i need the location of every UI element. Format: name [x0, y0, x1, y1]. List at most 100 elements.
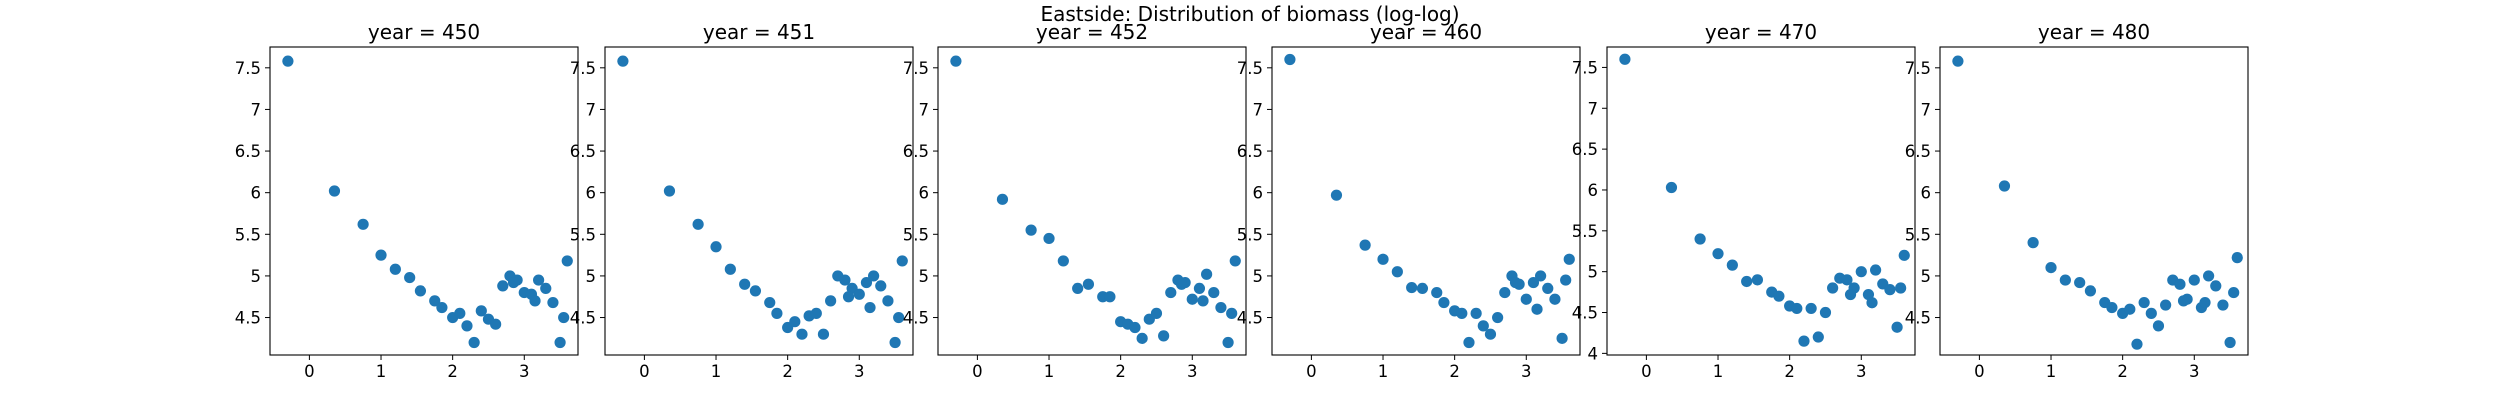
data-point — [1520, 293, 1532, 305]
x-tick-label: 0 — [304, 362, 315, 381]
data-point — [554, 336, 566, 349]
data-point — [771, 307, 783, 319]
data-point — [1870, 264, 1882, 276]
data-point — [739, 278, 751, 290]
data-point — [2131, 338, 2143, 350]
y-tick-label: 6 — [1253, 184, 1264, 203]
data-point — [282, 55, 294, 67]
x-tick-label: 0 — [1306, 362, 1317, 381]
x-tick-label: 1 — [376, 362, 387, 381]
data-point — [1805, 302, 1817, 315]
data-point — [839, 274, 851, 286]
data-point — [1827, 282, 1839, 294]
data-point — [357, 218, 369, 230]
x-tick-label: 2 — [1784, 362, 1795, 381]
x-tick-label: 1 — [711, 362, 722, 381]
data-point — [663, 185, 676, 197]
x-tick-label: 3 — [1856, 362, 1867, 381]
panels: year = 450 0 1 2 3 4.5 5 5.5 6 6.5 7 7.5 year = 451 0… — [235, 20, 2249, 381]
data-point — [1082, 278, 1095, 290]
data-point — [1535, 270, 1547, 282]
x-tick-label: 3 — [519, 362, 530, 381]
axes-frame — [269, 46, 579, 356]
data-point — [868, 270, 880, 282]
axes-frame — [604, 46, 914, 356]
x-tick-label: 3 — [1521, 362, 1532, 381]
x-tick-label: 1 — [1713, 362, 1724, 381]
data-point — [507, 276, 520, 289]
data-point — [490, 318, 502, 330]
y-tick-label: 7.5 — [235, 59, 261, 78]
data-point — [692, 218, 704, 230]
data-point — [1531, 303, 1543, 315]
panel-title: year = 452 — [1036, 20, 1148, 44]
data-point — [1226, 307, 1238, 319]
data-point — [1136, 332, 1148, 344]
x-tick-label: 2 — [1115, 362, 1126, 381]
y-tick-label: 4.5 — [1905, 309, 1931, 328]
data-point — [533, 274, 545, 286]
data-point — [2152, 320, 2165, 332]
data-point — [429, 295, 441, 307]
data-point — [1416, 282, 1429, 295]
data-point — [1229, 255, 1241, 267]
data-point — [1542, 282, 1554, 295]
data-point — [1841, 274, 1853, 286]
data-point — [1284, 53, 1296, 66]
axes-frame — [1939, 46, 2249, 356]
data-point — [2138, 296, 2150, 309]
data-point — [1197, 295, 1209, 307]
data-point — [1158, 330, 1170, 342]
y-tick-label: 7.5 — [1237, 59, 1263, 78]
data-point — [1222, 336, 1234, 349]
data-point — [1025, 224, 1037, 236]
data-point — [842, 291, 855, 303]
data-point — [1751, 274, 1764, 286]
x-tick-label: 2 — [782, 362, 793, 381]
y-tick-label: 6 — [586, 184, 597, 203]
data-point — [893, 311, 905, 324]
data-point — [1438, 296, 1450, 309]
data-point — [1391, 266, 1403, 278]
data-point — [328, 185, 341, 197]
data-point — [1812, 331, 1824, 343]
data-point — [404, 271, 416, 284]
data-point — [1201, 268, 1213, 280]
data-point — [1463, 336, 1475, 349]
data-point — [1165, 286, 1177, 299]
y-tick-label: 5 — [251, 267, 262, 286]
data-point — [2124, 303, 2136, 315]
data-point — [1150, 307, 1163, 319]
data-point — [1186, 293, 1198, 305]
data-point — [389, 263, 401, 275]
data-point — [1694, 233, 1706, 245]
data-point — [2106, 301, 2118, 314]
panel-title: year = 460 — [1370, 20, 1482, 44]
y-tick-label: 7 — [1921, 100, 1932, 119]
y-tick-label: 6 — [1921, 184, 1932, 203]
data-point — [1359, 239, 1371, 251]
y-tick-label: 7.5 — [570, 59, 596, 78]
data-point — [853, 288, 865, 300]
data-point — [1406, 281, 1418, 294]
data-point — [436, 301, 448, 314]
data-point — [1215, 301, 1227, 314]
data-point — [529, 295, 541, 307]
data-point — [540, 282, 552, 295]
y-tick-label: 4.5 — [903, 309, 929, 328]
data-point — [796, 328, 808, 340]
data-point — [1998, 180, 2011, 192]
data-point — [2217, 299, 2229, 311]
data-point — [1072, 282, 1084, 295]
y-tick-label: 7 — [1588, 99, 1599, 118]
y-tick-label: 5.5 — [1237, 225, 1263, 244]
data-point — [1563, 253, 1575, 265]
data-point — [547, 296, 559, 309]
y-tick-label: 7 — [1253, 100, 1264, 119]
x-tick-label: 0 — [639, 362, 650, 381]
data-point — [1104, 291, 1116, 303]
data-point — [2177, 295, 2190, 307]
y-tick-label: 5 — [1588, 263, 1599, 282]
y-tick-label: 4.5 — [235, 309, 261, 328]
data-point — [1129, 321, 1141, 334]
